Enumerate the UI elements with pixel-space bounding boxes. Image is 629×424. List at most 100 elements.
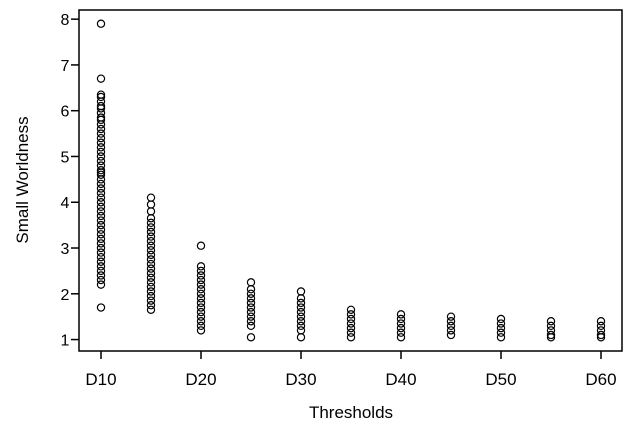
data-point (96, 234, 106, 244)
data-point (96, 124, 106, 134)
data-point (96, 303, 106, 312)
data-point (146, 291, 156, 301)
data-point (96, 280, 106, 289)
data-point (96, 170, 106, 179)
data-point (396, 323, 406, 333)
data-point (146, 255, 156, 264)
data-point (246, 303, 256, 312)
data-point (96, 266, 106, 276)
data-point (496, 323, 506, 333)
data-point (246, 312, 256, 321)
data-point (146, 236, 156, 246)
data-point (96, 220, 106, 230)
data-point (146, 264, 156, 273)
x-tick-label: D50 (485, 370, 516, 389)
data-point (96, 202, 106, 212)
y-tick-label: 7 (61, 58, 70, 75)
y-tick-label: 8 (61, 12, 70, 29)
data-point (346, 310, 356, 319)
data-point (96, 92, 106, 102)
data-point (146, 246, 156, 255)
y-tick-label: 3 (61, 241, 70, 258)
data-point (146, 287, 156, 296)
data-point (296, 287, 306, 296)
data-point (496, 314, 506, 324)
y-tick-label: 2 (61, 287, 70, 304)
data-point (296, 307, 306, 317)
data-point (346, 333, 356, 342)
data-point (446, 330, 456, 340)
data-point (96, 262, 106, 271)
data-point (96, 271, 106, 280)
data-point (146, 207, 156, 216)
data-point (96, 230, 106, 239)
data-point (96, 216, 106, 225)
data-point (246, 321, 256, 331)
data-point (596, 317, 606, 326)
data-point (296, 312, 306, 321)
x-tick-label: D20 (185, 370, 216, 389)
data-point (146, 250, 156, 260)
data-point (146, 273, 156, 282)
x-tick-label: D10 (85, 370, 116, 389)
data-point (146, 296, 156, 305)
data-point (246, 285, 256, 294)
x-tick-label: D30 (285, 370, 316, 389)
data-point (246, 278, 256, 287)
data-point (246, 289, 256, 298)
data-point (296, 298, 306, 308)
data-point (396, 333, 406, 342)
data-point (546, 317, 556, 326)
data-point (96, 193, 106, 202)
data-point (246, 317, 256, 326)
data-point (496, 333, 506, 342)
data-point (246, 333, 256, 342)
y-tick-label: 6 (61, 104, 70, 121)
data-point (346, 319, 356, 328)
x-axis-label: Thresholds (309, 403, 393, 422)
data-point (96, 184, 106, 193)
data-point (446, 321, 456, 331)
data-point (196, 326, 206, 335)
data-point (146, 301, 156, 310)
data-point (196, 317, 206, 326)
data-point (546, 330, 556, 340)
data-point (296, 321, 306, 331)
data-point (96, 243, 106, 253)
data-point (96, 115, 106, 125)
data-point (96, 133, 106, 143)
data-point (196, 262, 206, 271)
data-point (96, 257, 106, 266)
data-point (146, 259, 156, 269)
data-point (96, 74, 106, 83)
data-point (96, 175, 106, 184)
data-point (146, 200, 156, 209)
data-point (296, 326, 306, 335)
data-point (196, 298, 206, 308)
data-points (96, 19, 606, 342)
data-point (96, 129, 106, 138)
data-point (196, 303, 206, 312)
data-point (96, 225, 106, 234)
data-point (146, 241, 156, 250)
data-point (146, 278, 156, 287)
y-tick-label: 5 (61, 149, 70, 166)
y-tick-label: 1 (61, 333, 70, 350)
x-axis: D10 D20 D30 D40 D50 D60 (85, 351, 617, 389)
data-point (146, 227, 156, 237)
data-point (196, 307, 206, 317)
data-point (196, 280, 206, 289)
data-point (296, 294, 306, 303)
data-point (196, 294, 206, 303)
data-point (196, 321, 206, 331)
data-point (96, 252, 106, 262)
data-point (96, 147, 106, 157)
data-point (96, 275, 106, 285)
data-point (96, 248, 106, 257)
data-point (196, 241, 206, 250)
data-point (246, 298, 256, 308)
data-point (446, 317, 456, 326)
data-point (596, 321, 606, 331)
data-point (96, 166, 106, 175)
data-point (396, 310, 406, 319)
